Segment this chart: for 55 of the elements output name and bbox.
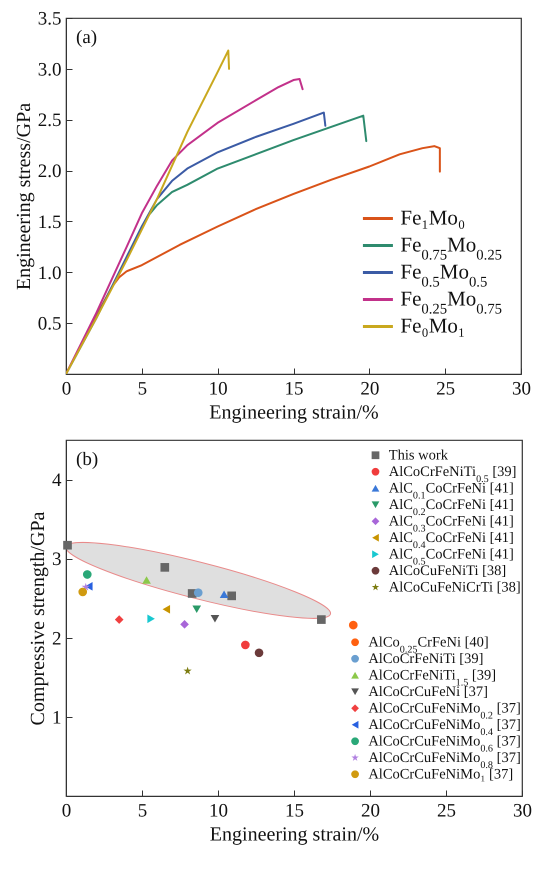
y-axis-title: Compressive strength/GPa	[27, 511, 49, 726]
y-tick-label: 2.5	[38, 110, 62, 132]
x-tick-label: 0	[62, 378, 72, 400]
y-tick-label: 1.5	[38, 212, 62, 233]
x-tick-label: 10	[209, 800, 228, 822]
legend-label: Fe₁Mo₀	[400, 206, 466, 230]
point	[317, 615, 326, 624]
x-tick-label: 0	[62, 800, 72, 822]
point	[227, 592, 236, 600]
y-tick-label: 2.0	[38, 161, 62, 182]
point	[63, 540, 72, 550]
point	[147, 614, 155, 624]
y-tick-label: 4	[52, 470, 62, 492]
y-tick-label: 3.5	[38, 8, 62, 30]
point	[160, 563, 170, 572]
y-tick-label: 1.0	[38, 262, 62, 284]
annotation: (a)	[76, 27, 98, 48]
y-tick-label: 2	[52, 628, 62, 650]
point	[142, 576, 151, 584]
point	[348, 620, 358, 630]
point	[192, 606, 202, 614]
x-axis-title: Engineering strain/%	[209, 402, 379, 424]
x-tick-label: 30	[512, 378, 531, 400]
annotation: (b)	[76, 449, 98, 470]
x-tick-label: 20	[361, 800, 380, 822]
point	[183, 666, 192, 675]
x-tick-label: 25	[436, 378, 456, 400]
x-tick-label: 10	[208, 378, 228, 400]
point	[210, 615, 220, 623]
x-tick-label: 5	[138, 378, 148, 400]
point	[162, 604, 170, 614]
point	[194, 588, 203, 598]
y-tick-label: 1	[52, 707, 62, 728]
legend-label: AlCoCuFeNiCrTi [38]	[388, 579, 521, 596]
x-tick-label: 30	[513, 800, 532, 822]
point	[82, 570, 92, 579]
x-axis-title: Engineering strain/%	[210, 824, 380, 846]
x-tick-label: 15	[285, 800, 304, 822]
point	[180, 620, 189, 629]
point	[220, 590, 228, 598]
x-tick-label: 15	[284, 378, 304, 400]
point	[254, 648, 264, 658]
point	[78, 588, 88, 596]
line-series	[66, 50, 230, 374]
x-tick-label: 5	[138, 800, 148, 822]
legend-label: This work	[388, 447, 449, 464]
line-series	[66, 78, 304, 374]
x-tick-label: 20	[360, 378, 380, 400]
y-axis-title: Engineering stress/GPa	[12, 102, 35, 290]
point	[241, 640, 250, 650]
y-tick-label: 3.0	[38, 59, 62, 80]
x-tick-label: 25	[437, 800, 456, 822]
y-tick-label: 0.5	[38, 314, 62, 335]
point	[114, 615, 124, 624]
y-tick-label: 3	[52, 549, 62, 570]
